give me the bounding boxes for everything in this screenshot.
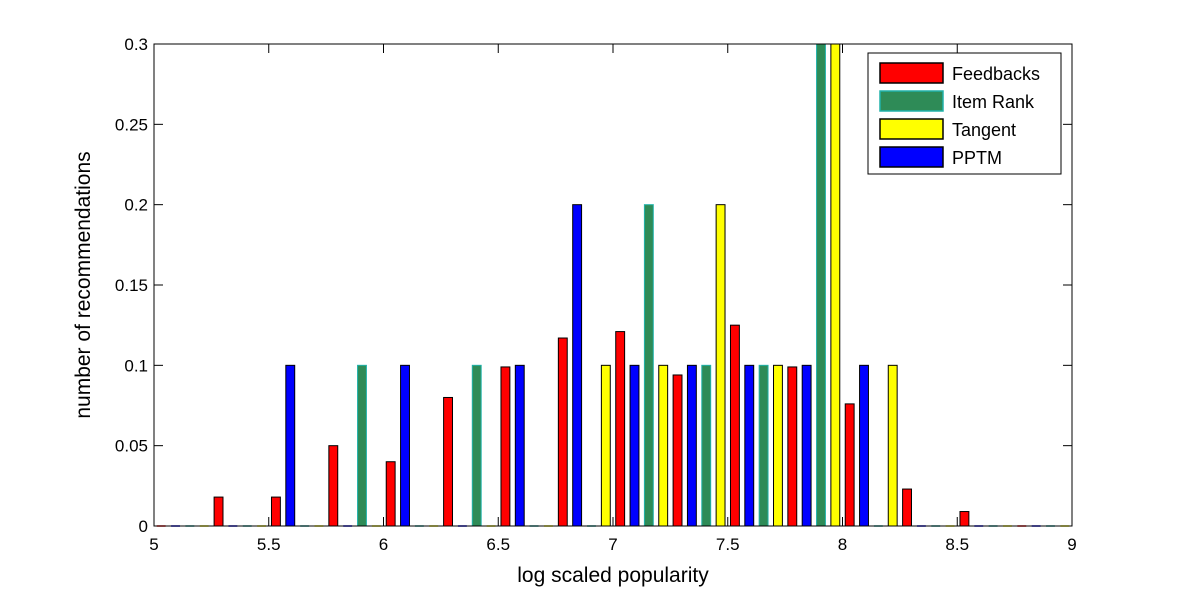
legend-swatch-item-rank — [879, 90, 944, 112]
x-tick-label: 6 — [379, 535, 388, 554]
axes: 5 5.5 6 6.5 7 7.5 8 8.5 9 0 0.05 0.1 0.15 0.2 0.25 0.3 — [115, 35, 1077, 554]
x-tick-label: 7.5 — [716, 535, 740, 554]
bar-pptm — [629, 364, 640, 527]
y-tick-label: 0.25 — [115, 115, 148, 134]
bar-feedbacks — [557, 337, 568, 527]
legend-label-pptm: PPTM — [952, 148, 1002, 168]
bar-tangent — [887, 364, 898, 527]
x-tick-label: 9 — [1067, 535, 1076, 554]
x-tick-label: 8.5 — [945, 535, 969, 554]
bar-feedbacks — [787, 366, 798, 527]
y-tick-label: 0.15 — [115, 276, 148, 295]
x-tick-label: 5 — [149, 535, 158, 554]
bar-item-rank — [758, 364, 769, 527]
bar-tangent — [773, 364, 783, 527]
bar-item-rank — [357, 364, 367, 527]
bar-pptm — [285, 364, 296, 527]
legend-label-tangent: Tangent — [952, 120, 1016, 140]
y-tick-label: 0.05 — [115, 437, 148, 456]
bar-tangent — [658, 364, 669, 527]
legend-swatch-tangent — [879, 118, 944, 140]
bar-feedbacks — [959, 511, 970, 527]
bar-feedbacks — [672, 374, 683, 527]
bar-pptm — [572, 204, 583, 527]
bar-feedbacks — [270, 496, 281, 527]
x-tick-label: 6.5 — [486, 535, 510, 554]
bar-pptm — [801, 364, 812, 527]
bar-feedbacks — [844, 403, 855, 527]
bar-item-rank — [643, 204, 654, 527]
x-tick-label: 8 — [838, 535, 847, 554]
bar-feedbacks — [328, 445, 339, 527]
bar-pptm — [686, 364, 697, 527]
bar-feedbacks — [385, 461, 396, 527]
legend-swatch-pptm — [879, 146, 944, 168]
bar-tangent — [600, 364, 611, 527]
y-axis-label: number of recommendations — [72, 151, 95, 418]
bar-item-rank — [816, 43, 826, 527]
x-tick-label: 5.5 — [257, 535, 281, 554]
x-tick-label: 7 — [608, 535, 617, 554]
legend-label-item-rank: Item Rank — [952, 92, 1035, 112]
bar-pptm — [400, 364, 410, 527]
bar-feedbacks — [729, 324, 740, 527]
bar-pptm — [514, 364, 525, 527]
bar-feedbacks — [443, 396, 453, 527]
bar-feedbacks — [500, 366, 511, 527]
bar-feedbacks — [213, 496, 224, 527]
y-tick-label: 0.1 — [124, 356, 148, 375]
y-tick-label: 0.3 — [124, 35, 148, 54]
y-tick-label: 0.2 — [124, 196, 148, 215]
legend-label-feedbacks: Feedbacks — [952, 64, 1040, 84]
bar-item-rank — [701, 364, 712, 527]
bar-pptm — [859, 364, 869, 527]
bar-feedbacks — [902, 488, 912, 527]
bar-pptm — [744, 364, 755, 527]
bar-tangent — [715, 204, 726, 527]
bars — [156, 43, 1070, 527]
y-tick-label: 0 — [139, 517, 148, 536]
bar-item-rank — [471, 364, 482, 527]
legend: Feedbacks Item Rank Tangent PPTM — [867, 52, 1062, 175]
legend-swatch-feedbacks — [879, 62, 944, 84]
x-axis-label: log scaled popularity — [517, 564, 709, 587]
bar-feedbacks — [615, 331, 626, 527]
bar-tangent — [830, 43, 841, 527]
